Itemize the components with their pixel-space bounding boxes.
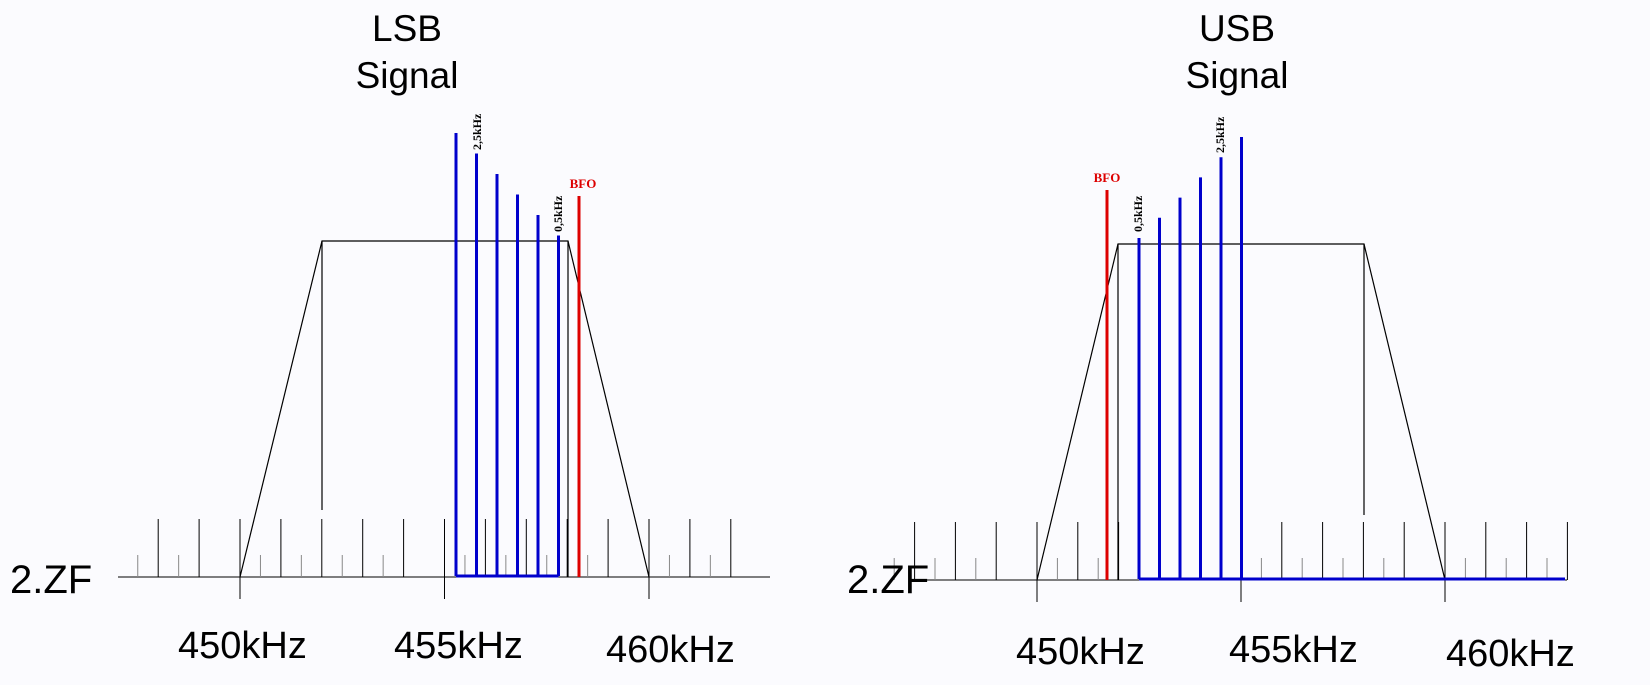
lsb-tone-low-label: 0,5kHz (551, 195, 565, 232)
usb-title-line2: Signal (1185, 55, 1289, 96)
lsb-title-line1: LSB (372, 8, 442, 49)
lsb-tone-high-label: 2,5kHz (470, 113, 484, 150)
lsb-freq-label-455: 455kHz (394, 625, 523, 667)
lsb-freq-label-460: 460kHz (606, 629, 735, 671)
usb-freq-label-450: 450kHz (1016, 631, 1145, 673)
lsb-bfo-label: BFO (570, 176, 597, 191)
usb-title-line1: USB (1198, 8, 1276, 49)
usb-bfo-label: BFO (1094, 170, 1121, 185)
lsb-filter-curve (239, 240, 650, 578)
usb-freq-label-455: 455kHz (1229, 629, 1358, 671)
usb-scale-label: 2.ZF (847, 558, 930, 602)
lsb-title-line2: Signal (355, 55, 459, 96)
usb-freq-label-460: 460kHz (1446, 633, 1575, 675)
lsb-scale-label: 2.ZF (10, 558, 93, 602)
usb-tone-high-label: 2,5kHz (1213, 116, 1227, 153)
usb-tone-low-label: 0,5kHz (1131, 195, 1145, 232)
lsb-freq-label-450: 450kHz (178, 625, 307, 667)
